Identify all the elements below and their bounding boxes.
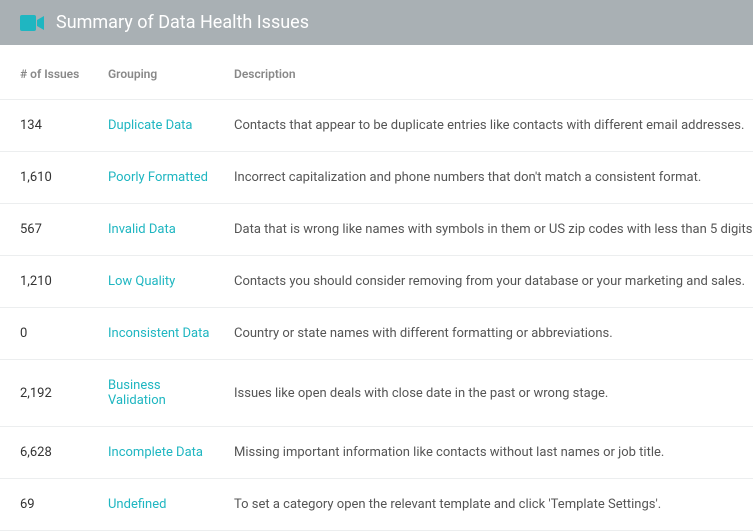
- grouping-link[interactable]: Business Validation: [108, 378, 218, 408]
- cell-grouping: Business Validation: [100, 360, 226, 427]
- cell-description: Contacts you should consider removing fr…: [226, 256, 753, 308]
- issues-table: # of Issues Grouping Description 134 Dupl…: [0, 45, 753, 531]
- grouping-link[interactable]: Poorly Formatted: [108, 170, 208, 185]
- grouping-link[interactable]: Incomplete Data: [108, 445, 203, 460]
- cell-description: Incorrect capitalization and phone numbe…: [226, 152, 753, 204]
- cell-count: 0: [0, 308, 100, 360]
- grouping-link[interactable]: Invalid Data: [108, 222, 176, 237]
- col-header-grouping: Grouping: [100, 45, 226, 100]
- cell-count: 6,628: [0, 427, 100, 479]
- cell-count: 2,192: [0, 360, 100, 427]
- grouping-link[interactable]: Low Quality: [108, 274, 175, 289]
- camera-icon: [20, 14, 44, 32]
- grouping-link[interactable]: Duplicate Data: [108, 118, 193, 133]
- table-row: 567 Invalid Data Data that is wrong like n…: [0, 204, 753, 256]
- table-row: 134 Duplicate Data Contacts that appear to…: [0, 100, 753, 152]
- cell-grouping: Poorly Formatted: [100, 152, 226, 204]
- table-row: 1,210 Low Quality Contacts you should cons…: [0, 256, 753, 308]
- cell-grouping: Invalid Data: [100, 204, 226, 256]
- cell-grouping: Low Quality: [100, 256, 226, 308]
- table-row: 2,192 Business Validation Issues like open…: [0, 360, 753, 427]
- cell-description: Data that is wrong like names with symbo…: [226, 204, 753, 256]
- table-row: 6,628 Incomplete Data Missing important in…: [0, 427, 753, 479]
- cell-grouping: Incomplete Data: [100, 427, 226, 479]
- cell-count: 134: [0, 100, 100, 152]
- cell-description: Issues like open deals with close date i…: [226, 360, 753, 427]
- cell-description: Contacts that appear to be duplicate ent…: [226, 100, 753, 152]
- col-header-count: # of Issues: [0, 45, 100, 100]
- table-row: 1,610 Poorly Formatted Incorrect capitaliz…: [0, 152, 753, 204]
- col-header-description: Description: [226, 45, 753, 100]
- cell-grouping: Duplicate Data: [100, 100, 226, 152]
- cell-description: Missing important information like conta…: [226, 427, 753, 479]
- page-header: Summary of Data Health Issues: [0, 0, 753, 45]
- cell-count: 567: [0, 204, 100, 256]
- table-header-row: # of Issues Grouping Description: [0, 45, 753, 100]
- table-row: 0 Inconsistent Data Country or state names…: [0, 308, 753, 360]
- cell-grouping: Inconsistent Data: [100, 308, 226, 360]
- page-title: Summary of Data Health Issues: [56, 12, 309, 33]
- cell-count: 1,610: [0, 152, 100, 204]
- grouping-link[interactable]: Inconsistent Data: [108, 326, 209, 341]
- cell-description: Country or state names with different fo…: [226, 308, 753, 360]
- cell-count: 1,210: [0, 256, 100, 308]
- issues-table-wrap: # of Issues Grouping Description 134 Dupl…: [0, 45, 753, 531]
